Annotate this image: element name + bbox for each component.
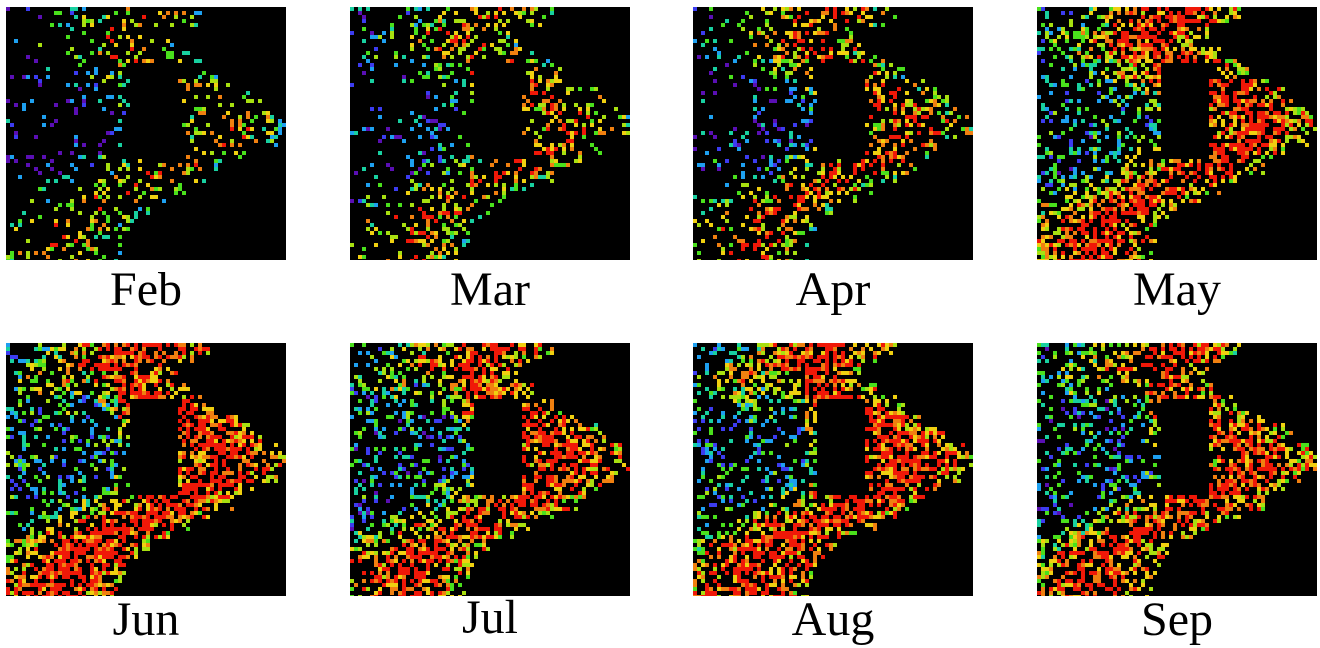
month-label-apr: Apr (795, 263, 871, 316)
month-label-mar: Mar (450, 263, 530, 316)
month-label-jun: Jun (112, 593, 180, 646)
map-panel-apr (693, 7, 973, 260)
map-image-jun (6, 343, 286, 596)
map-image-aug (693, 343, 973, 596)
map-panel-mar (350, 7, 630, 260)
map-image-feb (6, 7, 286, 260)
month-label-sep: Sep (1141, 593, 1213, 646)
map-panel-jun (6, 343, 286, 596)
month-label-feb: Feb (110, 263, 182, 316)
map-image-may (1037, 7, 1317, 260)
map-image-sep (1037, 343, 1317, 596)
map-panel-sep (1037, 343, 1317, 596)
month-label-aug: Aug (791, 593, 875, 646)
map-image-apr (693, 7, 973, 260)
map-image-jul (350, 343, 630, 596)
map-panel-jul (350, 343, 630, 596)
month-label-jul: Jul (461, 591, 518, 644)
map-image-mar (350, 7, 630, 260)
map-panel-feb (6, 7, 286, 260)
map-panel-may (1037, 7, 1317, 260)
month-label-may: May (1133, 263, 1221, 316)
map-panel-aug (693, 343, 973, 596)
